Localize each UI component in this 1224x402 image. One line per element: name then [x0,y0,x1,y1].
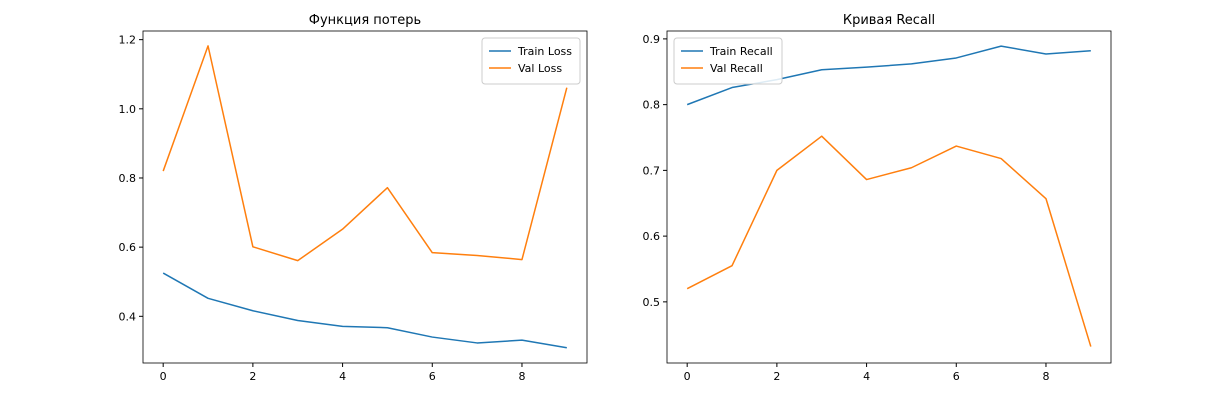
chart-title: Кривая Recall [843,13,935,28]
y-tick-label: 0.8 [119,172,137,185]
chart-panel-0: Функция потерь 0 2 4 6 8 0.4 0.6 0.8 1.0 1.2 Train … [119,13,588,383]
axes-frame [666,30,1112,364]
y-tick-label: 1.2 [119,34,137,47]
y-tick-label: 0.8 [643,99,661,112]
y-tick-label: 0.6 [119,241,137,254]
x-tick-label: 6 [953,370,960,383]
x-tick-label: 2 [773,370,780,383]
legend-label: Train Recall [709,45,773,58]
legend: Train Loss Val Loss [481,37,581,85]
series-line-val-loss [162,45,568,262]
x-tick-label: 6 [429,370,436,383]
x-tick-label: 8 [1042,370,1049,383]
x-tick-label: 0 [160,370,167,383]
y-tick-label: 0.7 [643,164,661,177]
x-tick-label: 2 [249,370,256,383]
x-tick-label: 0 [684,370,691,383]
y-tick-label: 0.9 [643,33,661,46]
legend-label: Val Recall [710,62,763,75]
legend-label: Train Loss [517,45,572,58]
legend-box [673,37,783,85]
y-tick-label: 0.6 [643,230,661,243]
y-tick-label: 1.0 [119,103,137,116]
y-tick-label: 0.5 [643,296,661,309]
chart-panel-1: Кривая Recall 0 2 4 6 8 0.5 0.6 0.7 0.8 0.9 Train R… [643,13,1112,383]
legend: Train Recall Val Recall [673,37,783,85]
series-line-val-recall [686,135,1092,347]
y-tick-label: 0.4 [119,310,137,323]
x-tick-label: 4 [339,370,346,383]
axes-frame [142,30,588,364]
x-tick-label: 8 [518,370,525,383]
legend-label: Val Loss [518,62,562,75]
chart-title: Функция потерь [309,13,421,28]
x-tick-label: 4 [863,370,870,383]
legend-box [481,37,581,85]
series-line-train-loss [162,272,567,349]
